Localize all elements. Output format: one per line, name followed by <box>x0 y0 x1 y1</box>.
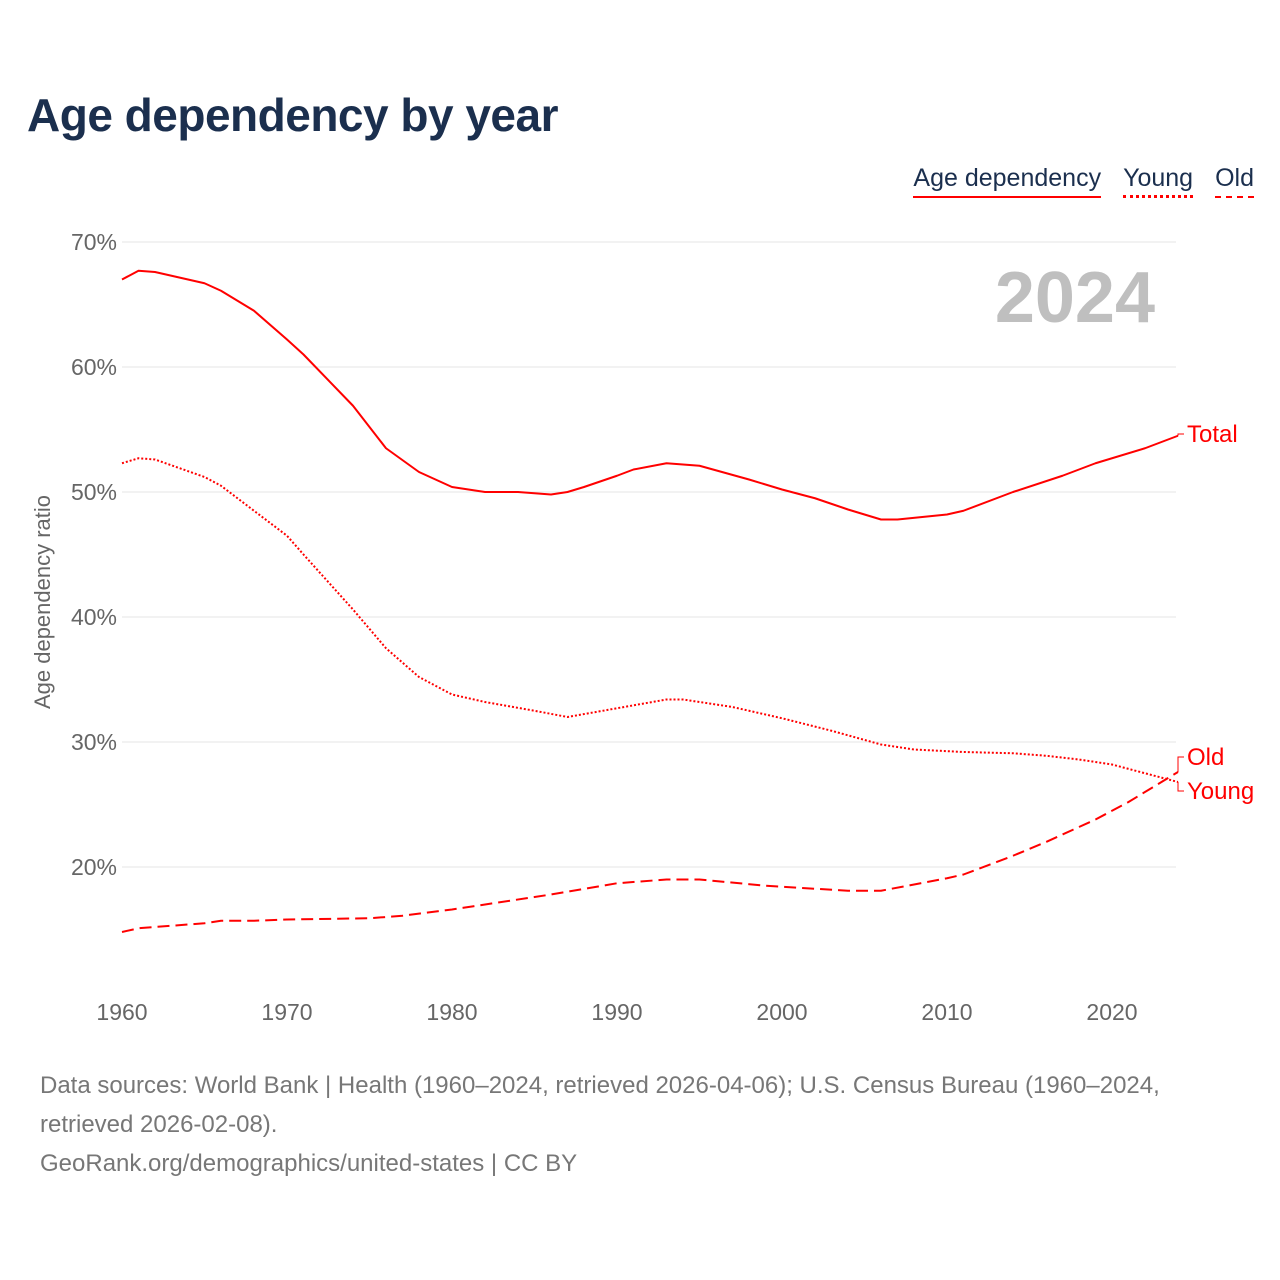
credit-link[interactable]: GeoRank.org/demographics/united-states |… <box>40 1150 578 1177</box>
y-tick-label: 60% <box>71 354 117 380</box>
y-tick-label: 50% <box>71 479 117 505</box>
series-line-old <box>121 771 1179 933</box>
x-tick-label: 1960 <box>96 999 147 1025</box>
x-tick-label: 1990 <box>591 999 642 1025</box>
legend-item-total[interactable]: Age dependency <box>913 164 1102 198</box>
y-tick-label: 40% <box>71 604 117 630</box>
legend-item-young[interactable]: Young <box>1123 164 1194 198</box>
series-end-label-young: Young <box>1187 778 1254 805</box>
y-tick-label: 20% <box>71 854 117 880</box>
label-connector <box>1177 433 1184 436</box>
footer: Data sources: World Bank | Health (1960–… <box>40 1066 1250 1183</box>
x-tick-label: 2020 <box>1086 999 1137 1025</box>
y-tick-label: 70% <box>71 229 117 255</box>
data-sources: Data sources: World Bank | Health (1960–… <box>40 1072 1160 1138</box>
series-line-total <box>121 269 1179 521</box>
year-label: 2024 <box>995 258 1155 338</box>
chart-title: Age dependency by year <box>27 89 558 141</box>
x-tick-label: 1970 <box>261 999 312 1025</box>
x-tick-label: 2010 <box>921 999 972 1025</box>
x-tick-label: 2000 <box>756 999 807 1025</box>
series-end-label-old: Old <box>1187 744 1224 771</box>
series-line-young <box>121 457 1179 783</box>
y-tick-label: 30% <box>71 729 117 755</box>
label-connector <box>1177 782 1184 792</box>
legend: Age dependency Young Old <box>913 164 1254 198</box>
legend-item-old[interactable]: Old <box>1215 164 1254 198</box>
label-connector <box>1177 756 1184 772</box>
line-chart: 20% 30% 40% 50% 60% 70% 1960 1970 1980 1990 2000 20… <box>30 229 1254 1025</box>
series-end-label-total: Total <box>1187 421 1238 448</box>
x-tick-label: 1980 <box>426 999 477 1025</box>
y-axis-label: Age dependency ratio <box>30 495 55 709</box>
